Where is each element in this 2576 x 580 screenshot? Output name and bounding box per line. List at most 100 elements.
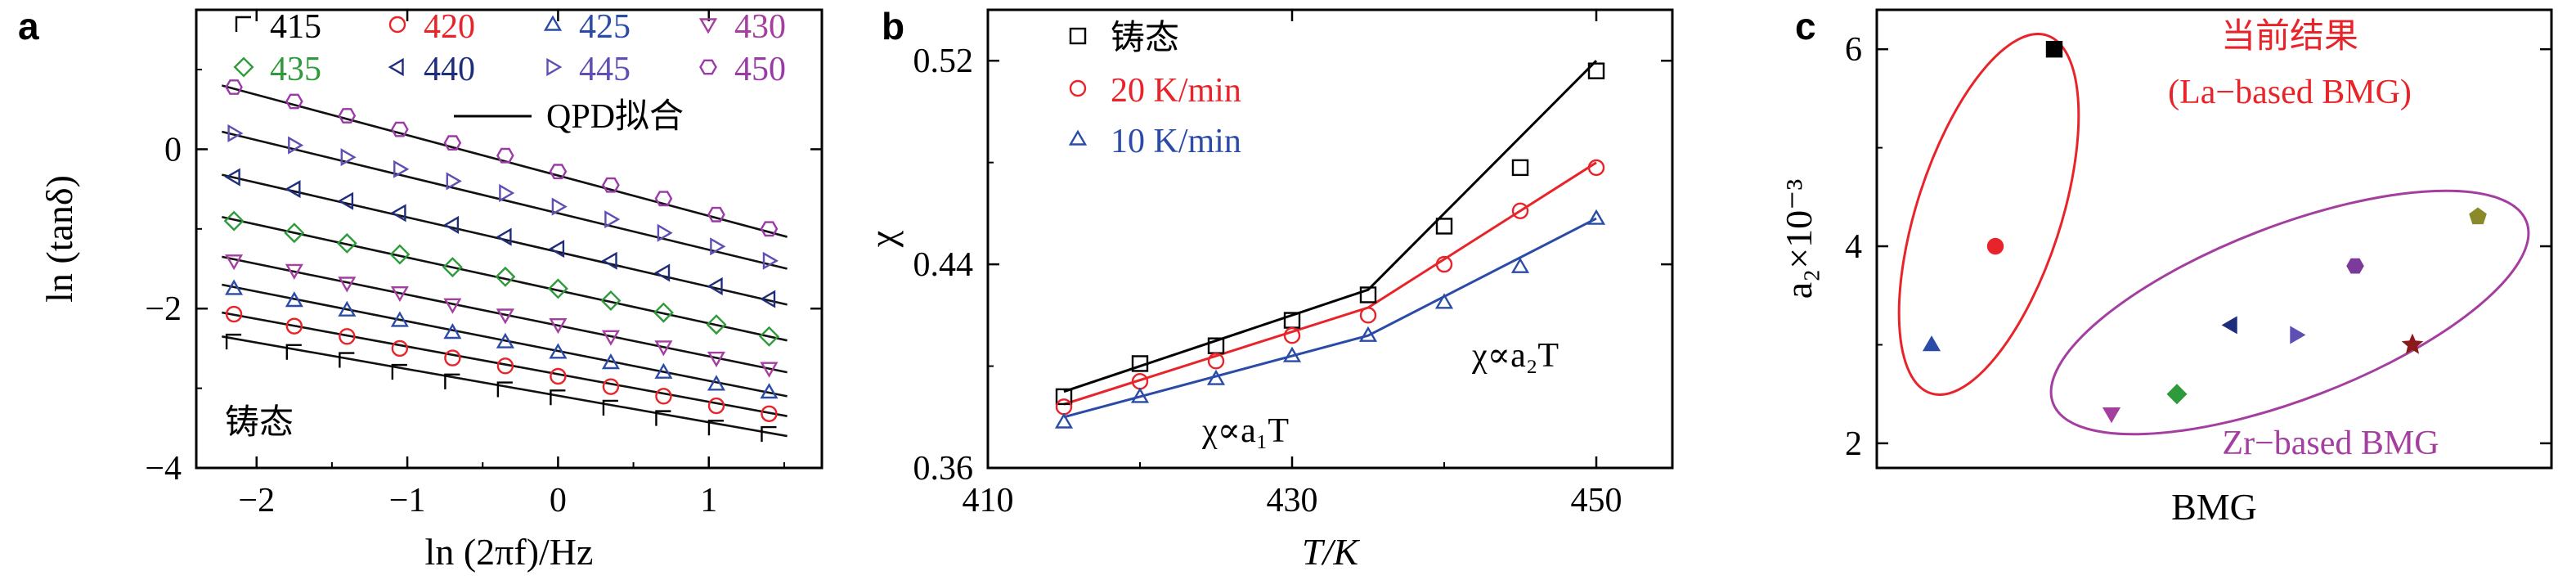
data-point <box>285 291 303 308</box>
data-point <box>707 397 725 415</box>
data-point <box>446 172 462 191</box>
data-point <box>1434 293 1454 309</box>
bmg-point-2 <box>1986 237 2004 255</box>
data-point <box>1055 388 1073 406</box>
data-point <box>391 121 409 137</box>
data-point <box>338 277 357 293</box>
qpd-fit-line <box>222 255 788 374</box>
data-point <box>604 210 621 229</box>
x-tick-label: 450 <box>1571 482 1622 519</box>
data-point <box>549 318 568 335</box>
data-point <box>550 367 567 385</box>
y-tick-label: 4 <box>1845 228 1862 266</box>
y-tick-label: 6 <box>1845 31 1862 69</box>
data-point <box>391 363 407 380</box>
data-point <box>443 135 462 151</box>
x-tick-label: 430 <box>1267 482 1318 519</box>
data-point <box>707 206 725 223</box>
series-445 <box>222 124 788 270</box>
data-point <box>653 302 674 323</box>
series-415 <box>222 333 788 443</box>
bmg-point-3 <box>2045 40 2063 58</box>
data-point <box>760 221 779 237</box>
data-point <box>496 147 514 164</box>
qpd-fit-line <box>222 215 788 342</box>
legend-label: 450 <box>734 51 786 88</box>
qpd-fit-line <box>222 283 788 398</box>
data-point <box>654 191 673 207</box>
legend-label: 420 <box>424 8 475 46</box>
x-tick-label: 0 <box>550 482 567 519</box>
data-point <box>1055 398 1073 416</box>
legend-label: 425 <box>579 8 631 46</box>
series-425 <box>222 279 788 399</box>
data-point <box>1131 355 1149 372</box>
legend-item-425: 425 <box>543 8 631 46</box>
data-point <box>657 223 673 242</box>
data-point <box>496 357 514 375</box>
legend-item-430: 430 <box>698 8 786 46</box>
annotation-as-cast: 铸态 <box>225 402 294 442</box>
data-point <box>285 344 302 360</box>
data-point <box>443 215 460 234</box>
data-point <box>600 290 622 311</box>
data-points <box>1922 40 2487 424</box>
data-point <box>285 180 301 199</box>
group-label-la-1: 当前结果 <box>2221 16 2358 56</box>
series-铸态 <box>1055 62 1605 406</box>
fit-line-10 K/min <box>1063 217 1597 419</box>
data-point <box>225 279 244 295</box>
data-point <box>761 425 777 443</box>
data-point <box>551 197 568 216</box>
y-axis-label: a₂×10⁻³ <box>1778 179 1820 299</box>
legend-item-415: 415 <box>235 8 321 46</box>
data-point <box>391 339 409 357</box>
legend-item-0: 铸态 <box>1069 20 1179 57</box>
data-point <box>496 332 514 348</box>
legend-item-440: 440 <box>388 51 475 88</box>
data-point <box>224 168 240 187</box>
panel-a: a −2 −1 0 1 −4 −2 0 ln (2πf)/Hz ln (tanδ) 415 420 42… <box>18 5 824 573</box>
legend-marker <box>698 18 718 34</box>
data-point <box>601 251 617 270</box>
data-point <box>288 136 304 155</box>
x-tick-label: 410 <box>963 482 1014 519</box>
legend: 铸态 20 K/min 10 K/min <box>1068 20 1241 160</box>
fit-line-铸态 <box>1063 60 1598 393</box>
data-point <box>602 177 620 193</box>
data-point <box>1207 353 1225 370</box>
legend-item-445: 445 <box>546 51 631 88</box>
legend-label: 20 K/min <box>1111 72 1241 110</box>
legend-marker <box>543 15 563 31</box>
legend-item-450: 450 <box>699 51 786 88</box>
data-point <box>1130 387 1150 403</box>
legend-marker <box>1069 27 1087 45</box>
legend-marker <box>546 57 563 77</box>
data-point <box>336 232 357 254</box>
data-point <box>1359 307 1377 324</box>
y-axis-label: χ <box>862 230 904 248</box>
bmg-point-4 <box>2102 407 2121 424</box>
x-tick-label: 1 <box>700 482 717 519</box>
y-axis-label: ln (tanδ) <box>38 175 80 303</box>
group-ellipse-la <box>1897 33 2080 396</box>
legend-marker <box>1069 79 1087 97</box>
data-point <box>1435 255 1453 273</box>
data-point <box>549 240 565 259</box>
data-point <box>1283 327 1301 344</box>
legend-label: 440 <box>424 51 475 88</box>
x-axis-label: T/K <box>1302 531 1360 573</box>
qpd-fit-line <box>222 84 788 238</box>
x-axis-label: BMG <box>2171 486 2257 528</box>
legend-item-435: 435 <box>233 51 321 88</box>
plot-frame <box>195 8 824 470</box>
x-tick-label: −1 <box>389 482 426 519</box>
legend-label: 415 <box>270 8 321 46</box>
data-point <box>339 352 355 368</box>
bmg-point-7 <box>2290 326 2306 344</box>
data-point <box>760 290 776 308</box>
data-point <box>496 381 513 398</box>
bmg-point-5 <box>2166 384 2188 405</box>
y-tick-label: −4 <box>145 450 182 488</box>
data-point <box>499 183 515 203</box>
